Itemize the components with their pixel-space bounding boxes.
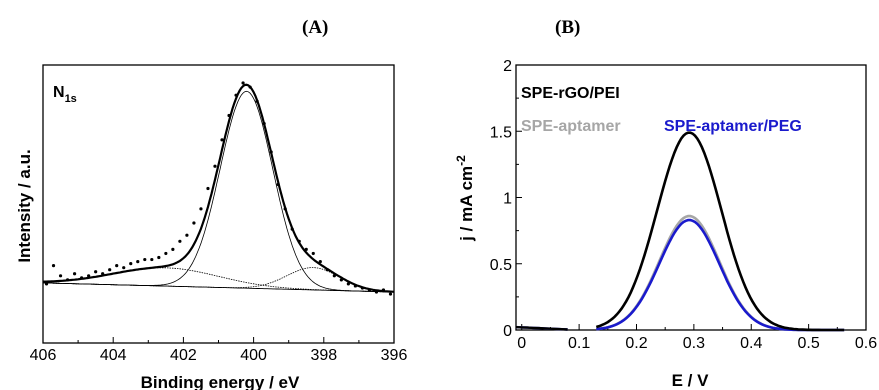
panel-a-data-point	[164, 251, 168, 256]
panel-a-data-point	[367, 288, 372, 292]
panel-a-chart: 406 404 402 400 398 396 N1s Binding energy / …	[15, 64, 408, 390]
panel-a-data-point	[255, 99, 259, 103]
panel-b-series-line	[595, 131, 845, 332]
panel-a-data-point	[171, 247, 175, 252]
panel-b-curves	[515, 131, 845, 332]
panel-a-data-point	[115, 264, 119, 268]
panel-b-x-tick-label: 0.3	[683, 335, 705, 352]
panel-a-data-point	[381, 288, 386, 292]
panel-a-data-point	[157, 255, 161, 260]
panel-b-x-tick-label: 0.1	[568, 335, 590, 352]
panel-a-data-point	[262, 121, 266, 126]
panel-a-data-point	[101, 272, 105, 276]
panel-a-data-point	[44, 282, 49, 286]
annotation-sub: 1s	[65, 93, 77, 105]
panel-a-data-point	[353, 284, 357, 288]
panel-b-label: (B)	[555, 17, 580, 38]
panel-a-x-tick-label: 402	[170, 347, 197, 364]
panel-b-y-tick-label: 1.5	[490, 124, 512, 141]
panel-b-x-tick-label: 0.5	[797, 335, 819, 352]
panel-a-data-point	[80, 276, 84, 280]
panel-b-y-tick-label: 1	[503, 191, 512, 208]
panel-b-x-tick-label: 0.4	[740, 335, 762, 352]
panel-a-data-point	[65, 278, 70, 282]
panel-a-data-points	[44, 81, 393, 296]
panel-a-curves	[42, 83, 395, 293]
panel-b-y-tick-label: 0	[503, 323, 512, 340]
panel-a-data-point	[290, 227, 294, 231]
annotation-main: N	[53, 84, 65, 101]
panel-b-x-tick-label: 0.6	[855, 335, 877, 352]
panel-a-x-tick-label: 400	[240, 347, 267, 364]
panel-a-annotation: N1s	[53, 84, 77, 105]
panel-a-data-point	[346, 282, 350, 286]
panel-b-chart: 0 0.1 0.2 0.3 0.4 0.5 0.6 0 0.5 1 1.5 2 SPE-rGO/PEI…	[454, 58, 877, 390]
panel-a-data-point	[311, 251, 315, 256]
panel-a-data-point	[304, 247, 308, 252]
legend-entry-spe-rgo-pei: SPE-rGO/PEI	[521, 85, 620, 102]
panel-a-data-point	[136, 259, 140, 264]
panel-b-y-tick-label: 0.5	[490, 257, 512, 274]
y-label-sup: -2	[454, 155, 468, 166]
panel-a-data-point	[143, 257, 147, 262]
panel-a-data-point	[213, 164, 217, 168]
panel-b-x-axis-label: E / V	[672, 371, 710, 390]
panel-a-x-tick-label: 406	[30, 347, 57, 364]
panel-a-label: (A)	[302, 17, 328, 38]
panel-a-data-point	[192, 221, 196, 225]
panel-a-data-point	[374, 290, 379, 294]
panel-a-envelope-fit	[42, 83, 395, 293]
panel-a-x-ticks: 406 404 402 400 398 396	[30, 337, 408, 364]
panel-a-data-point	[325, 268, 329, 272]
panel-a-data-point	[150, 257, 154, 262]
legend-entry-spe-aptamer: SPE-aptamer	[521, 118, 621, 135]
panel-a-data-point	[206, 186, 210, 191]
panel-a-data-point	[108, 268, 112, 272]
panel-b-x-tick-label: 0.2	[625, 335, 647, 352]
panel-a-data-point	[332, 274, 336, 278]
panel-a-y-axis-label: Intensity / a.u.	[15, 149, 34, 262]
panel-b-y-tick-label: 2	[503, 58, 512, 75]
panel-a-data-point	[276, 182, 280, 187]
panel-a-x-tick-label: 404	[100, 347, 127, 364]
panel-b-series-start-segment	[515, 325, 568, 331]
panel-a-x-tick-label: 396	[381, 347, 408, 364]
panel-a-data-point	[178, 239, 182, 243]
panel-a-plot-frame	[42, 64, 395, 344]
panel-a-data-point	[248, 85, 252, 89]
panel-a-data-point	[318, 259, 322, 264]
panel-a-data-point	[94, 270, 98, 274]
panel-a-x-axis-label: Binding energy / eV	[141, 373, 300, 390]
panel-a-data-point	[129, 262, 133, 266]
panel-a-data-point	[339, 278, 343, 282]
panel-a-data-point	[51, 264, 56, 268]
panel-b-legend: SPE-rGO/PEI SPE-aptamer SPE-aptamer/PEG	[521, 85, 802, 135]
panel-b-series-line	[596, 214, 845, 332]
panel-a-data-point	[87, 274, 91, 278]
panel-a-x-tick-label: 398	[310, 347, 337, 364]
panel-b-axis-ticks: 0 0.1 0.2 0.3 0.4 0.5 0.6 0 0.5 1 1.5 2	[490, 58, 877, 352]
panel-b-y-axis-label: j / mA cm-2	[454, 155, 476, 242]
panel-a-data-point	[199, 207, 203, 211]
panel-a-data-point	[360, 286, 365, 290]
panel-a-data-point	[283, 207, 287, 211]
panel-a-component-peak	[43, 90, 394, 293]
panel-a-data-point	[388, 292, 393, 296]
panel-a-data-point	[269, 150, 273, 154]
panel-a-data-point	[185, 233, 189, 237]
panel-b-series-line	[596, 218, 845, 332]
panel-a-data-point	[58, 274, 63, 278]
panel-a-data-point	[220, 138, 224, 142]
panel-a-data-point	[297, 239, 301, 243]
panel-a-data-point	[234, 93, 238, 97]
legend-entry-spe-aptamer-peg: SPE-aptamer/PEG	[664, 118, 802, 135]
panel-b-x-tick-label: 0	[517, 335, 526, 352]
y-label-main: j / mA cm	[457, 166, 476, 242]
panel-a-data-point	[122, 266, 126, 270]
panel-a-data-point	[241, 81, 245, 85]
panel-a-data-point	[227, 113, 231, 118]
panel-a-data-point	[72, 272, 77, 276]
panel-b-plot-frame	[515, 64, 867, 331]
